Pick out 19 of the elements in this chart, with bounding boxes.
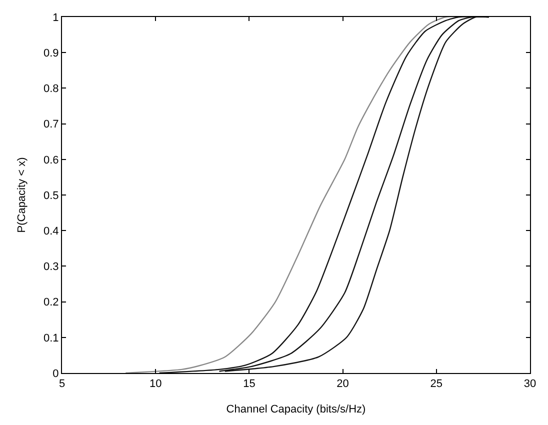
x-tick-label: 5 <box>58 378 66 390</box>
y-tick-label: 0.2 <box>44 296 59 309</box>
y-tick-label: 0.6 <box>44 154 59 166</box>
x-axis-title: Channel Capacity (bits/s/Hz) <box>226 403 366 416</box>
x-tick-label: 15 <box>243 378 256 390</box>
y-tick-label: 0.1 <box>44 332 59 344</box>
x-tick-label: 25 <box>430 378 443 390</box>
x-tick-label: 20 <box>336 378 349 390</box>
y-axis-title: P(Capacity < x) <box>16 157 28 233</box>
y-tick-label: 0.9 <box>44 47 59 60</box>
x-tick-label: 10 <box>149 378 162 390</box>
y-tick-label: 0 <box>52 368 59 380</box>
x-tick-label: 30 <box>524 378 536 390</box>
y-tick-label: 0.7 <box>44 118 59 131</box>
y-tick-label: 1 <box>52 12 59 24</box>
y-tick-label: 0.4 <box>44 225 59 238</box>
y-tick-label: 0.5 <box>44 190 59 202</box>
y-tick-label: 0.8 <box>44 83 59 96</box>
y-tick-label: 0.3 <box>44 261 59 274</box>
